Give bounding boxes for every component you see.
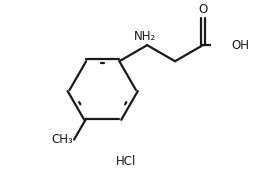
Text: NH₂: NH₂	[134, 30, 157, 43]
Text: HCl: HCl	[116, 155, 136, 168]
Text: O: O	[198, 3, 207, 16]
Text: CH₃: CH₃	[51, 133, 73, 146]
Text: OH: OH	[231, 39, 249, 52]
